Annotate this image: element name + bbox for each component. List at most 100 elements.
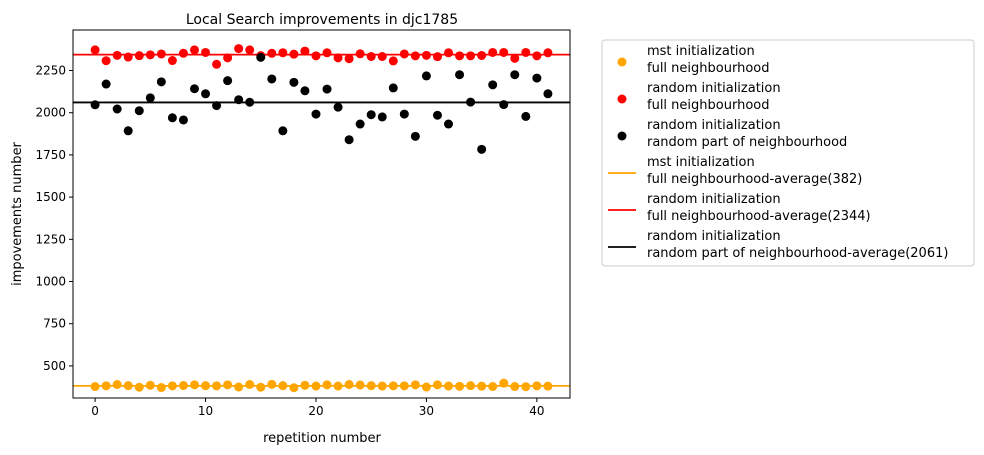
point-series2-15 bbox=[256, 52, 266, 62]
point-series1-4 bbox=[134, 51, 144, 61]
point-series2-19 bbox=[300, 86, 310, 96]
point-series0-25 bbox=[366, 381, 376, 391]
point-series1-33 bbox=[455, 51, 465, 61]
point-series0-21 bbox=[322, 380, 332, 390]
point-series2-32 bbox=[444, 119, 454, 129]
average-lines bbox=[73, 53, 570, 387]
x-tick-label: 20 bbox=[308, 404, 323, 418]
point-series2-1 bbox=[101, 79, 111, 89]
point-series2-31 bbox=[432, 110, 442, 120]
point-series2-37 bbox=[499, 100, 509, 110]
point-series0-41 bbox=[543, 381, 553, 391]
y-tick-label: 1500 bbox=[35, 190, 66, 204]
legend-label-0: full neighbourhood bbox=[647, 61, 769, 76]
point-series1-2 bbox=[112, 50, 122, 60]
point-series2-14 bbox=[245, 97, 255, 107]
legend-frame bbox=[601, 39, 975, 267]
point-series0-27 bbox=[388, 381, 398, 391]
point-series1-28 bbox=[399, 49, 409, 59]
point-series0-39 bbox=[521, 382, 531, 392]
point-series0-13 bbox=[234, 382, 244, 392]
y-tick-label: 1250 bbox=[35, 232, 66, 246]
point-series0-24 bbox=[355, 380, 365, 390]
legend-label-5: random initialization bbox=[647, 229, 781, 244]
x-tick-label: 10 bbox=[198, 404, 213, 418]
point-series1-9 bbox=[189, 45, 199, 55]
legend-label-4: random initialization bbox=[647, 192, 781, 207]
point-series1-32 bbox=[444, 48, 454, 58]
point-series2-36 bbox=[488, 80, 498, 90]
point-series2-21 bbox=[322, 84, 332, 94]
point-series0-29 bbox=[410, 380, 420, 390]
point-series2-10 bbox=[201, 89, 211, 99]
y-tick-label: 750 bbox=[43, 317, 66, 331]
point-series2-20 bbox=[311, 109, 321, 119]
point-series2-33 bbox=[455, 70, 465, 80]
point-series2-12 bbox=[223, 76, 233, 86]
point-series0-36 bbox=[488, 382, 498, 392]
x-axis-label: repetition number bbox=[263, 431, 381, 446]
point-series0-11 bbox=[212, 381, 222, 391]
point-series1-40 bbox=[532, 51, 542, 61]
point-series2-34 bbox=[466, 97, 476, 107]
point-series0-16 bbox=[267, 379, 277, 389]
legend-marker-2 bbox=[617, 131, 627, 141]
plot-frame bbox=[72, 29, 571, 399]
point-series1-0 bbox=[90, 45, 100, 55]
point-series1-37 bbox=[499, 47, 509, 57]
point-series1-38 bbox=[510, 53, 520, 63]
point-series0-19 bbox=[300, 380, 310, 390]
point-series0-9 bbox=[189, 380, 199, 390]
point-series0-6 bbox=[156, 383, 166, 393]
point-series1-1 bbox=[101, 56, 111, 66]
point-series1-26 bbox=[377, 52, 387, 62]
point-series1-21 bbox=[322, 48, 332, 58]
point-series2-3 bbox=[123, 126, 133, 136]
point-series0-33 bbox=[455, 381, 465, 391]
point-series2-41 bbox=[543, 89, 553, 99]
point-series0-0 bbox=[90, 382, 100, 392]
point-series0-1 bbox=[101, 381, 111, 391]
point-series1-24 bbox=[355, 49, 365, 59]
point-series2-38 bbox=[510, 70, 520, 80]
y-tick-label: 2000 bbox=[35, 106, 66, 120]
point-series2-7 bbox=[167, 113, 177, 123]
point-series2-9 bbox=[189, 84, 199, 94]
point-series1-6 bbox=[156, 49, 166, 59]
point-series1-19 bbox=[300, 46, 310, 56]
point-series1-16 bbox=[267, 48, 277, 58]
point-series2-27 bbox=[388, 83, 398, 93]
x-tick-label: 30 bbox=[419, 404, 434, 418]
point-series2-18 bbox=[289, 77, 299, 87]
point-series1-8 bbox=[178, 48, 188, 58]
point-series0-4 bbox=[134, 382, 144, 392]
point-series0-32 bbox=[444, 381, 454, 391]
point-series0-2 bbox=[112, 379, 122, 389]
point-series2-6 bbox=[156, 77, 166, 87]
y-tick-label: 2250 bbox=[35, 64, 66, 78]
point-series2-11 bbox=[212, 101, 222, 111]
point-series0-8 bbox=[178, 381, 188, 391]
point-series1-39 bbox=[521, 47, 531, 57]
point-series0-12 bbox=[223, 380, 233, 390]
point-series1-31 bbox=[432, 52, 442, 62]
point-series0-10 bbox=[201, 381, 211, 391]
point-series1-17 bbox=[278, 48, 288, 58]
point-series0-7 bbox=[167, 381, 177, 391]
point-series0-17 bbox=[278, 381, 288, 391]
point-series2-4 bbox=[134, 106, 144, 116]
point-series1-5 bbox=[145, 50, 155, 60]
point-series2-17 bbox=[278, 126, 288, 136]
legend-label-0: mst initialization bbox=[647, 44, 755, 59]
x-tick-label: 0 bbox=[91, 404, 99, 418]
point-series1-34 bbox=[466, 51, 476, 61]
x-axis: 0 10 20 30 40 bbox=[91, 398, 545, 418]
point-series0-14 bbox=[245, 379, 255, 389]
legend: mst initialization full neighbourhood rand… bbox=[601, 39, 975, 267]
point-series1-10 bbox=[201, 47, 211, 57]
point-series1-22 bbox=[333, 53, 343, 63]
point-series1-18 bbox=[289, 49, 299, 59]
point-series2-13 bbox=[234, 95, 244, 105]
point-series1-13 bbox=[234, 44, 244, 54]
